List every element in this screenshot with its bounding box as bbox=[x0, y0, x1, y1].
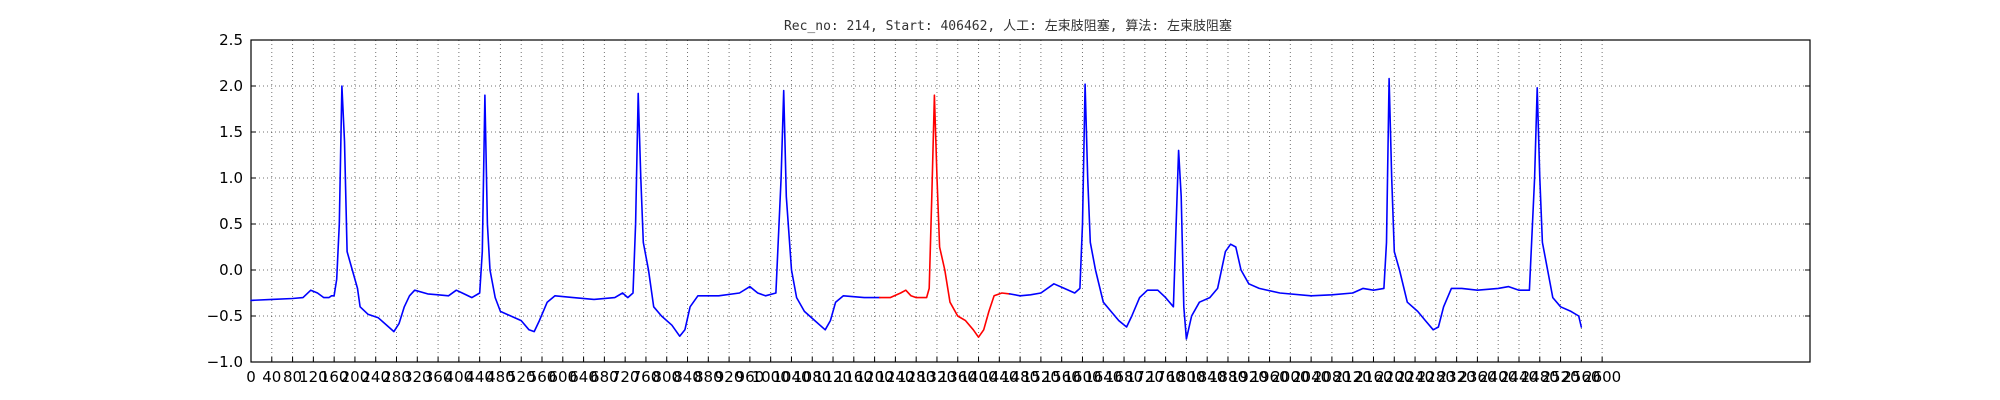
x-tick-label: 1480 bbox=[1001, 368, 1039, 386]
x-tick-label: 1000 bbox=[752, 368, 790, 386]
x-tick-label: 1960 bbox=[1250, 368, 1288, 386]
x-tick-label: 2080 bbox=[1313, 368, 1351, 386]
x-tick-label: 240 bbox=[361, 368, 390, 386]
x-tick-label: 400 bbox=[445, 368, 474, 386]
x-tick-label: 1560 bbox=[1043, 368, 1081, 386]
x-tick-label: 2560 bbox=[1562, 368, 1600, 386]
x-tick-label: 2600 bbox=[1583, 368, 1621, 386]
x-tick-label: 600 bbox=[548, 368, 577, 386]
x-tick-label: 2120 bbox=[1334, 368, 1372, 386]
x-tick-label: 480 bbox=[486, 368, 515, 386]
x-tick-label: 1600 bbox=[1063, 368, 1101, 386]
x-tick-label: 320 bbox=[403, 368, 432, 386]
x-tick-label: 1240 bbox=[876, 368, 914, 386]
x-tick-label: 640 bbox=[569, 368, 598, 386]
x-tick-label: 440 bbox=[465, 368, 494, 386]
chart-title: Rec_no: 214, Start: 406462, 人工: 左束肢阻塞, 算… bbox=[784, 18, 1232, 34]
ecg-series-3 bbox=[1008, 77, 1583, 340]
x-tick-label: 1800 bbox=[1167, 368, 1205, 386]
x-tick-label: 2480 bbox=[1521, 368, 1559, 386]
x-tick-label: 560 bbox=[528, 368, 557, 386]
x-tick-label: 280 bbox=[382, 368, 411, 386]
x-tick-label: 1200 bbox=[856, 368, 894, 386]
x-tick-label: 200 bbox=[341, 368, 370, 386]
x-tick-label: 1680 bbox=[1105, 368, 1143, 386]
x-tick-label: 1920 bbox=[1230, 368, 1268, 386]
x-tick-label: 1080 bbox=[793, 368, 831, 386]
grid-lines bbox=[250, 39, 1810, 363]
x-tick-label: 80 bbox=[283, 368, 302, 386]
x-tick-label: 1160 bbox=[835, 368, 873, 386]
x-tick-label: 1840 bbox=[1188, 368, 1226, 386]
x-tick-label: 2160 bbox=[1354, 368, 1392, 386]
y-tick-label: −0.5 bbox=[207, 307, 243, 325]
x-tick-label: 720 bbox=[611, 368, 640, 386]
x-tick-label: 1720 bbox=[1126, 368, 1164, 386]
x-axis: 0 40 8012016020024028032036040044048052056… bbox=[246, 357, 1621, 386]
ecg-trace bbox=[250, 77, 1583, 340]
x-tick-label: 760 bbox=[632, 368, 661, 386]
y-tick-label: 0.5 bbox=[219, 215, 243, 233]
x-tick-label: 2240 bbox=[1396, 368, 1434, 386]
ecg-series-2 bbox=[879, 94, 1011, 338]
x-tick-label: 160 bbox=[320, 368, 349, 386]
y-tick-label: 0.0 bbox=[219, 261, 243, 279]
x-tick-label: 2200 bbox=[1375, 368, 1413, 386]
x-tick-label: 1280 bbox=[897, 368, 935, 386]
x-tick-label: 2360 bbox=[1458, 368, 1496, 386]
x-tick-label: 1440 bbox=[980, 368, 1018, 386]
x-tick-label: 1120 bbox=[814, 368, 852, 386]
x-tick-label: 40 bbox=[262, 368, 281, 386]
x-tick-label: 1760 bbox=[1147, 368, 1185, 386]
x-tick-label: 0 bbox=[246, 368, 256, 386]
x-tick-label: 880 bbox=[694, 368, 723, 386]
x-tick-label: 960 bbox=[736, 368, 765, 386]
y-tick-label: 2.0 bbox=[219, 77, 243, 95]
x-tick-label: 2000 bbox=[1271, 368, 1309, 386]
x-tick-label: 2400 bbox=[1479, 368, 1517, 386]
x-tick-label: 520 bbox=[507, 368, 536, 386]
ecg-series-1 bbox=[250, 85, 881, 337]
y-tick-label: 1.0 bbox=[219, 169, 243, 187]
x-tick-label: 840 bbox=[673, 368, 702, 386]
y-tick-label: −1.0 bbox=[207, 353, 243, 371]
x-tick-label: 1880 bbox=[1209, 368, 1247, 386]
x-tick-label: 920 bbox=[715, 368, 744, 386]
x-tick-label: 2320 bbox=[1438, 368, 1476, 386]
plot-area bbox=[250, 39, 1811, 363]
x-tick-label: 1640 bbox=[1084, 368, 1122, 386]
x-tick-label: 120 bbox=[299, 368, 328, 386]
x-tick-label: 1040 bbox=[772, 368, 810, 386]
x-tick-label: 360 bbox=[424, 368, 453, 386]
x-tick-label: 1360 bbox=[939, 368, 977, 386]
x-tick-label: 2280 bbox=[1417, 368, 1455, 386]
x-tick-label: 1320 bbox=[918, 368, 956, 386]
y-tick-label: 1.5 bbox=[219, 123, 243, 141]
x-tick-label: 1520 bbox=[1022, 368, 1060, 386]
x-tick-label: 2520 bbox=[1541, 368, 1579, 386]
x-tick-label: 680 bbox=[590, 368, 619, 386]
x-tick-label: 2040 bbox=[1292, 368, 1330, 386]
x-tick-label: 1400 bbox=[959, 368, 997, 386]
x-tick-label: 800 bbox=[652, 368, 681, 386]
y-axis: −1.0 −0.5 0.0 0.5 1.0 1.5 2.0 2.5 bbox=[207, 31, 1810, 371]
y-tick-label: 2.5 bbox=[219, 31, 243, 49]
x-tick-label: 2440 bbox=[1500, 368, 1538, 386]
